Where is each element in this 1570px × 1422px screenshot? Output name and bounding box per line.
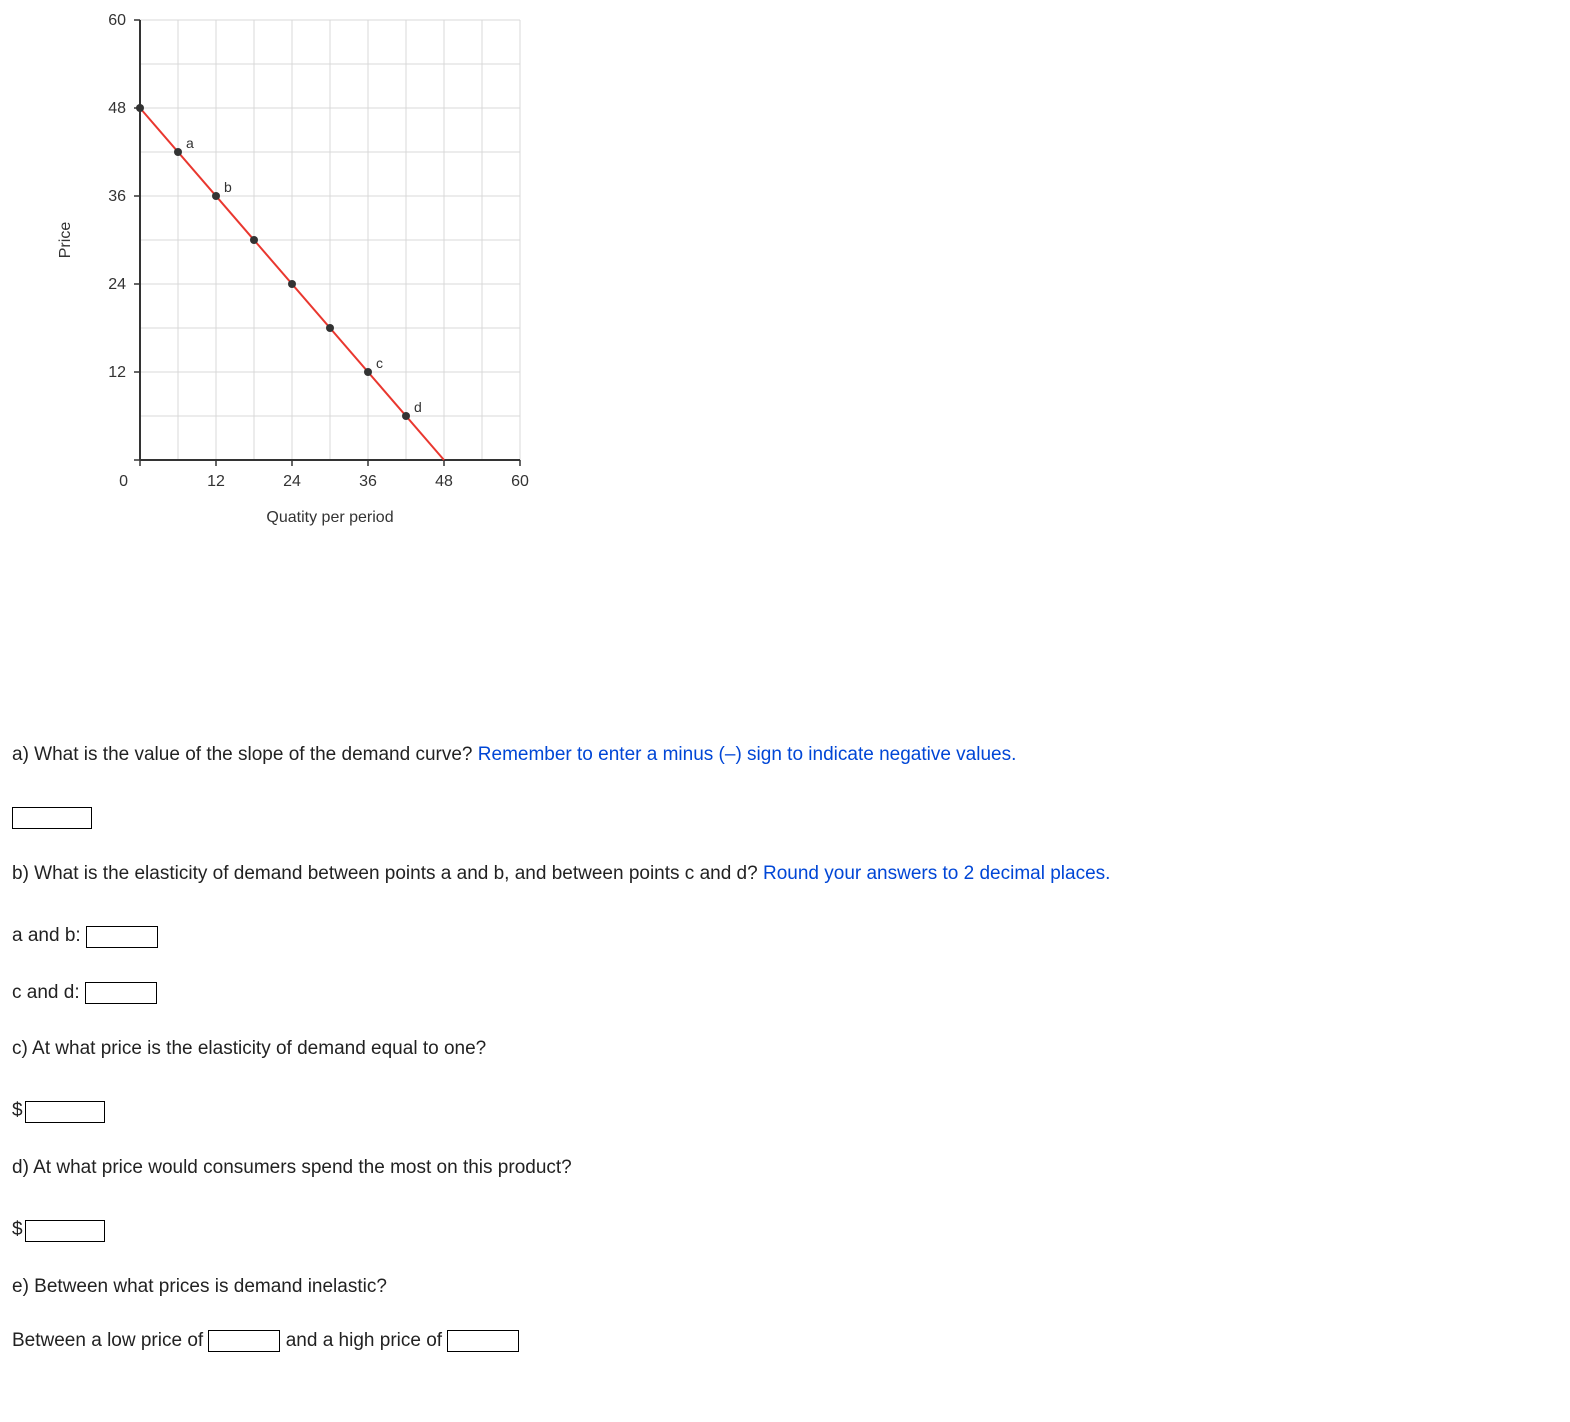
label-c-and-d: c and d:: [12, 978, 80, 1008]
answer-c-input[interactable]: [25, 1101, 105, 1123]
demand-chart: 12 24 36 48 60 12 24 36 48 60 0 a b c d Quatity per per…: [40, 10, 560, 550]
answer-e-low-input[interactable]: [208, 1330, 280, 1352]
svg-text:Price: Price: [57, 222, 74, 259]
answer-e-high-input[interactable]: [447, 1330, 519, 1352]
svg-text:60: 60: [511, 473, 529, 490]
question-e: e) Between what prices is demand inelast…: [12, 1272, 1558, 1302]
answer-b-ab-input[interactable]: [86, 926, 158, 948]
e-line2-pre: Between a low price of: [12, 1330, 208, 1351]
svg-text:Quatity per period: Quatity per period: [266, 509, 393, 526]
question-a: a) What is the value of the slope of the…: [12, 740, 1558, 770]
question-d-text: d) At what price would consumers spend t…: [12, 1157, 572, 1178]
answer-a-row: [12, 802, 1558, 832]
question-c-text: c) At what price is the elasticity of de…: [12, 1038, 486, 1059]
svg-text:36: 36: [359, 473, 377, 490]
answer-c-row: $: [12, 1096, 1558, 1126]
svg-text:60: 60: [108, 12, 126, 29]
svg-text:12: 12: [108, 364, 126, 381]
dollar-sign-d: $: [12, 1219, 23, 1240]
svg-text:36: 36: [108, 188, 126, 205]
svg-text:24: 24: [283, 473, 301, 490]
chart-container: 12 24 36 48 60 12 24 36 48 60 0 a b c d Quatity per per…: [40, 10, 1558, 550]
dollar-sign-c: $: [12, 1100, 23, 1121]
page-root: 12 24 36 48 60 12 24 36 48 60 0 a b c d Quatity per per…: [0, 0, 1570, 1422]
label-a-and-b: a and b:: [12, 921, 81, 951]
answer-a-input[interactable]: [12, 807, 92, 829]
question-a-text: a) What is the value of the slope of the…: [12, 744, 478, 765]
svg-text:48: 48: [435, 473, 453, 490]
svg-text:b: b: [224, 179, 232, 195]
svg-text:12: 12: [207, 473, 225, 490]
question-b-text: b) What is the elasticity of demand betw…: [12, 863, 763, 884]
answer-b-ab-row: a and b:: [12, 921, 1558, 951]
answer-b-cd-row: c and d:: [12, 978, 1558, 1008]
svg-text:0: 0: [119, 473, 128, 490]
svg-text:48: 48: [108, 100, 126, 117]
answer-d-input[interactable]: [25, 1220, 105, 1242]
svg-text:a: a: [186, 135, 194, 151]
svg-text:c: c: [376, 355, 383, 371]
answer-d-row: $: [12, 1215, 1558, 1245]
answer-e-row: Between a low price of and a high price …: [12, 1326, 1558, 1356]
svg-text:d: d: [414, 399, 422, 415]
question-a-hint: Remember to enter a minus (–) sign to in…: [478, 744, 1017, 765]
questions-block: a) What is the value of the slope of the…: [12, 740, 1558, 1356]
question-b-hint: Round your answers to 2 decimal places.: [763, 863, 1110, 884]
answer-b-cd-input[interactable]: [85, 982, 157, 1004]
question-b: b) What is the elasticity of demand betw…: [12, 859, 1558, 889]
e-line2-mid: and a high price of: [280, 1330, 447, 1351]
svg-text:24: 24: [108, 276, 126, 293]
question-c: c) At what price is the elasticity of de…: [12, 1034, 1558, 1064]
question-d: d) At what price would consumers spend t…: [12, 1153, 1558, 1183]
question-e-text: e) Between what prices is demand inelast…: [12, 1276, 387, 1297]
